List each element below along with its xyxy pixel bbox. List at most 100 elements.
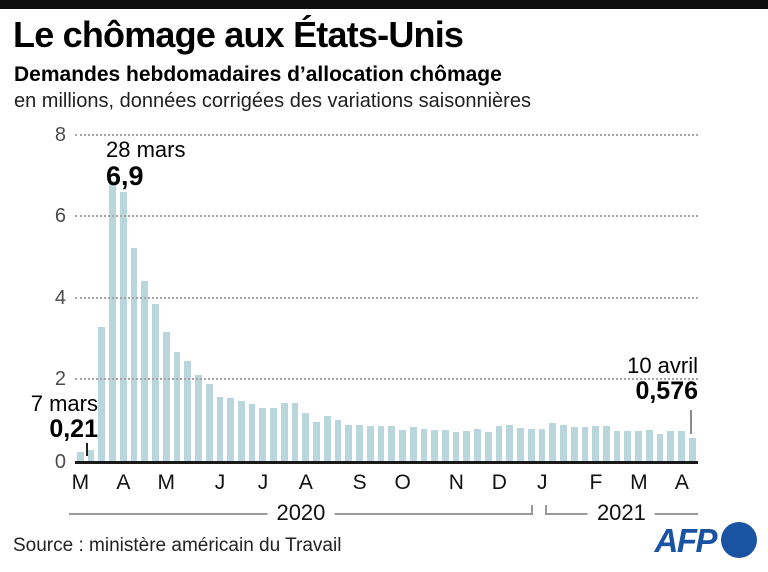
afp-logo-text: AFP — [654, 521, 718, 559]
bar — [463, 430, 471, 461]
bar — [130, 248, 138, 461]
x-tick-label: F — [589, 471, 603, 494]
bar — [205, 383, 213, 461]
y-tick-label: 8 — [54, 124, 66, 146]
unit-note: en millions, données corrigées des varia… — [14, 90, 531, 112]
bar — [624, 430, 632, 461]
bar — [152, 303, 159, 461]
bar — [302, 412, 310, 461]
x-tick-label: A — [116, 471, 131, 494]
y-tick-label: 4 — [54, 286, 66, 309]
bar — [195, 374, 202, 461]
bar — [238, 400, 245, 461]
year-label: 2021 — [587, 502, 655, 524]
year-axis: 2020 2021 — [69, 502, 698, 527]
source-credit: Source : ministère américain du Travail — [13, 535, 342, 556]
bar — [162, 331, 170, 461]
bar — [581, 426, 589, 461]
bar — [227, 398, 235, 461]
annotation-peak-value: 6,9 — [106, 161, 144, 192]
bar — [377, 425, 385, 461]
bar — [667, 431, 675, 461]
bar — [313, 421, 320, 461]
annotation-last-value: 0,576 — [635, 377, 698, 406]
year-bracket-tick — [530, 505, 533, 514]
y-tick-label: 2 — [54, 367, 66, 390]
afp-logo-circle-icon — [721, 522, 757, 558]
chart-subtitle: Demandes hebdomadaires d’allocation chôm… — [14, 63, 502, 86]
plot-area: 0 2 4 6 8 M A M J J A S O N D J F M A 2020 2021 — [55, 125, 698, 524]
bar — [441, 430, 449, 461]
x-tick-label: A — [674, 471, 689, 494]
bars-container — [75, 136, 698, 461]
bar — [645, 429, 653, 461]
bar — [366, 425, 374, 461]
x-tick-label: D — [491, 471, 507, 494]
bar — [87, 449, 95, 461]
bar — [98, 326, 106, 461]
x-tick-label: M — [157, 471, 176, 494]
bar — [399, 429, 406, 461]
bar — [678, 430, 685, 461]
annotation-first-value: 0,21 — [49, 415, 98, 444]
bar — [356, 424, 363, 461]
bar — [291, 402, 299, 461]
bar — [259, 407, 267, 461]
bar — [484, 431, 492, 461]
annotation-first-date: 7 mars — [30, 391, 98, 416]
bar — [409, 426, 417, 461]
annotation-first-pointer-line — [86, 443, 88, 456]
x-tick-label: O — [394, 471, 411, 494]
bar — [248, 403, 256, 461]
annotation-last: 10 avril 0,576 — [627, 353, 698, 406]
y-tick-label: 6 — [54, 205, 66, 228]
bar — [570, 426, 578, 461]
bar — [270, 407, 277, 461]
bar — [538, 429, 546, 461]
top-black-bar — [0, 0, 768, 9]
bar — [635, 431, 642, 461]
bar — [560, 424, 567, 461]
bar — [216, 397, 224, 461]
gridline: 4 — [55, 288, 698, 308]
x-tick-label: J — [257, 471, 269, 494]
bar — [323, 416, 331, 461]
bar — [141, 280, 149, 461]
annotation-last-pointer-line — [690, 410, 692, 434]
bar — [688, 437, 696, 461]
afp-logo: AFP — [654, 521, 757, 559]
bar — [280, 403, 288, 461]
gridline: 2 — [55, 369, 698, 389]
gridline: 8 — [55, 125, 698, 145]
bar — [592, 426, 599, 461]
bar — [527, 429, 535, 461]
bar — [602, 426, 610, 461]
bar — [173, 351, 181, 461]
year-bracket-tick — [544, 505, 547, 514]
bar — [656, 434, 664, 461]
page-title: Le chômage aux États-Unis — [13, 14, 464, 55]
annotation-first: 7 mars 0,21 — [4, 391, 98, 444]
year-label: 2020 — [267, 502, 335, 524]
bar — [431, 430, 438, 461]
x-tick-label: N — [448, 471, 464, 494]
bar — [109, 180, 116, 461]
annotation-last-date: 10 avril — [627, 353, 698, 378]
bar — [184, 361, 192, 461]
x-tick-label: M — [630, 471, 648, 494]
year-span: 2021 — [544, 502, 698, 525]
y-tick-label: 0 — [54, 451, 66, 473]
x-tick-label: A — [298, 471, 313, 494]
bar — [517, 428, 524, 461]
x-tick-label: J — [214, 471, 226, 494]
bar — [474, 428, 481, 461]
x-tick-label: M — [71, 471, 90, 494]
bar — [420, 428, 428, 461]
bar — [119, 192, 127, 461]
bar — [495, 426, 503, 461]
bar — [388, 426, 396, 461]
annotation-peak-date: 28 mars — [106, 137, 186, 162]
bar — [613, 430, 621, 461]
gridline: 6 — [55, 206, 698, 226]
